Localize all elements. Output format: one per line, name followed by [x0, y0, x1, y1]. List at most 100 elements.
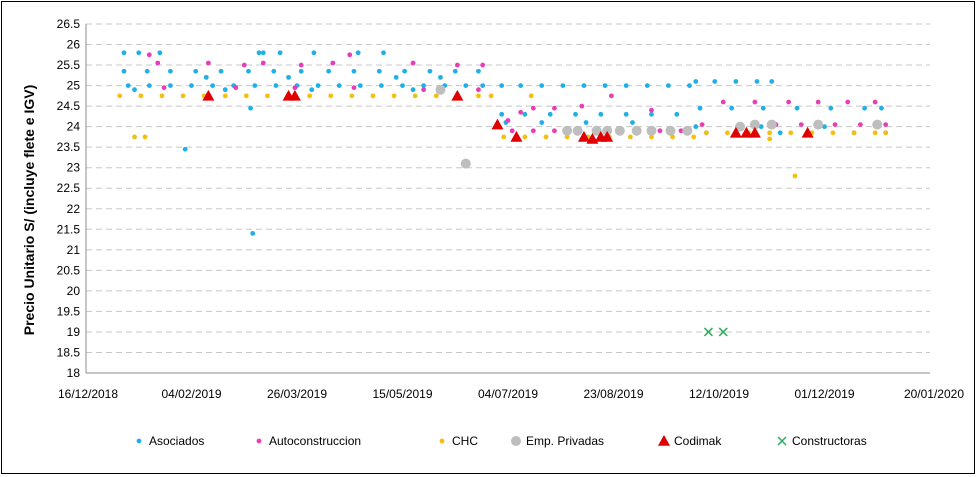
data-point [412, 93, 418, 99]
data-point [421, 83, 426, 88]
data-point [581, 83, 587, 88]
data-point [758, 124, 764, 130]
x-tick-label: 15/05/2019 [372, 387, 432, 401]
data-point [488, 93, 494, 99]
y-tick-label: 19 [67, 325, 81, 339]
x-tick-label: 26/03/2019 [267, 387, 327, 401]
legend-item: Emp. Privadas [511, 434, 604, 448]
data-point [539, 83, 545, 88]
data-point [330, 60, 336, 66]
data-point [460, 158, 471, 169]
data-point [718, 327, 728, 337]
data-point [845, 99, 851, 105]
data-point [862, 105, 867, 111]
x-stroke [718, 327, 728, 337]
legend-label: CHC [452, 434, 478, 448]
data-point [598, 111, 604, 117]
data-point [815, 99, 821, 105]
data-point [298, 62, 304, 68]
x-tick-label: 01/12/2019 [794, 387, 854, 401]
data-points [117, 50, 889, 337]
data-point [452, 68, 458, 74]
data-point [410, 60, 416, 66]
data-point [202, 89, 215, 101]
data-point [883, 122, 889, 127]
legend-marker [777, 436, 787, 446]
data-point [792, 173, 798, 179]
data-point [121, 50, 127, 56]
data-point [530, 128, 536, 134]
data-point [182, 146, 188, 152]
legend-label: Constructoras [792, 434, 867, 448]
data-point [754, 79, 760, 84]
data-point [159, 93, 165, 99]
data-point [631, 125, 642, 136]
data-point [830, 130, 836, 136]
data-point [788, 130, 794, 136]
data-point [691, 134, 697, 140]
series-codimak [202, 89, 814, 144]
series-constructoras [703, 327, 728, 337]
legend-marker [439, 438, 445, 444]
data-point [265, 93, 270, 99]
data-point [132, 134, 137, 140]
data-point [307, 93, 313, 99]
data-point [760, 105, 766, 111]
data-point [480, 62, 486, 68]
x-tick-label: 23/08/2019 [583, 387, 643, 401]
data-point [562, 125, 573, 136]
data-point [117, 93, 123, 99]
data-point [499, 83, 505, 88]
data-point [530, 105, 536, 111]
y-tick-label: 25.5 [57, 58, 81, 72]
data-point [193, 68, 199, 74]
y-tick-label: 26 [67, 38, 81, 52]
y-tick-label: 24.5 [57, 99, 81, 113]
x-tick-label: 04/02/2019 [161, 387, 221, 401]
gridlines [86, 23, 930, 353]
data-point [735, 121, 746, 132]
data-point [798, 122, 804, 127]
data-point [572, 125, 583, 136]
data-point [205, 60, 211, 66]
data-point [687, 83, 692, 88]
data-point [435, 84, 446, 95]
data-point [246, 68, 251, 74]
data-point [703, 327, 713, 337]
legend-item: Constructoras [777, 434, 867, 448]
data-point [602, 83, 608, 88]
data-point [649, 107, 654, 113]
y-tick-label: 21.5 [57, 222, 81, 236]
data-point [649, 134, 654, 140]
data-point [168, 68, 173, 74]
data-point [157, 50, 163, 56]
data-point [665, 125, 676, 136]
y-tick-label: 22.5 [57, 181, 81, 195]
data-point [132, 87, 137, 93]
data-point [601, 130, 614, 142]
data-point [583, 120, 589, 125]
data-point [623, 83, 629, 88]
data-point [832, 122, 838, 127]
series-autoconstruccion [146, 52, 889, 134]
x-stroke [703, 327, 713, 337]
data-point [729, 105, 735, 111]
legend-marker [658, 435, 670, 446]
data-point [463, 83, 469, 88]
data-point [509, 128, 515, 134]
data-point [573, 111, 578, 117]
data-point [777, 130, 783, 136]
data-point [292, 85, 298, 91]
data-point [501, 134, 507, 140]
data-point [298, 68, 304, 74]
data-point [740, 126, 753, 138]
legend-item: Asociados [136, 434, 204, 448]
data-point [505, 118, 511, 123]
data-point [872, 99, 878, 105]
y-tick-label: 19.5 [57, 304, 81, 318]
data-point [623, 111, 629, 117]
y-tick-label: 18.5 [57, 345, 81, 359]
data-point [309, 87, 315, 93]
data-point [879, 105, 884, 111]
